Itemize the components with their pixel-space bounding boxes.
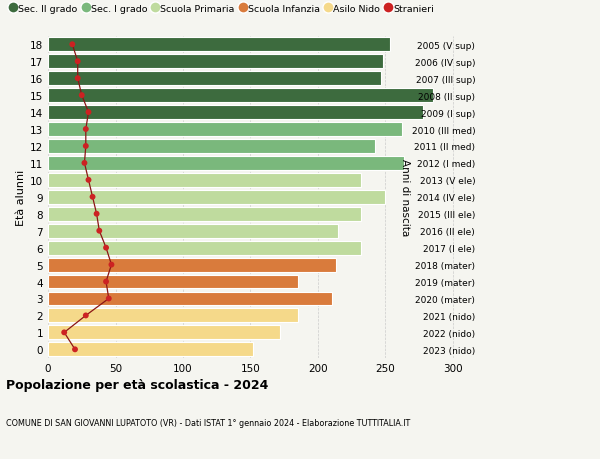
Point	[92, 211, 101, 218]
Bar	[48, 89, 433, 103]
Bar	[48, 106, 424, 120]
Point	[101, 278, 111, 285]
Point	[101, 245, 111, 252]
Bar	[48, 292, 331, 306]
Point	[70, 346, 80, 353]
Y-axis label: Anni di nascita: Anni di nascita	[400, 159, 410, 236]
Bar	[48, 190, 385, 204]
Bar	[48, 241, 361, 255]
Bar	[48, 258, 335, 272]
Point	[81, 126, 91, 134]
Bar	[48, 275, 298, 289]
Bar	[48, 207, 361, 221]
Point	[80, 160, 89, 167]
Point	[107, 261, 116, 269]
Bar	[48, 55, 383, 69]
Bar	[48, 309, 298, 323]
Text: COMUNE DI SAN GIOVANNI LUPATOTO (VR) - Dati ISTAT 1° gennaio 2024 - Elaborazione: COMUNE DI SAN GIOVANNI LUPATOTO (VR) - D…	[6, 418, 410, 427]
Point	[88, 194, 97, 201]
Point	[73, 58, 82, 66]
Bar	[48, 174, 361, 187]
Point	[104, 295, 113, 302]
Point	[59, 329, 69, 336]
Point	[73, 75, 82, 83]
Point	[84, 177, 94, 184]
Bar	[48, 123, 402, 137]
Bar	[48, 224, 338, 238]
Bar	[48, 72, 382, 86]
Bar	[48, 38, 389, 52]
Text: Popolazione per età scolastica - 2024: Popolazione per età scolastica - 2024	[6, 379, 268, 392]
Legend: Sec. II grado, Sec. I grado, Scuola Primaria, Scuola Infanzia, Asilo Nido, Stran: Sec. II grado, Sec. I grado, Scuola Prim…	[11, 5, 434, 14]
Point	[84, 109, 94, 117]
Point	[81, 312, 91, 319]
Y-axis label: Età alunni: Età alunni	[16, 169, 26, 225]
Bar	[48, 157, 404, 170]
Bar	[48, 140, 374, 154]
Bar	[48, 342, 253, 357]
Point	[95, 228, 104, 235]
Point	[68, 41, 77, 49]
Bar	[48, 326, 280, 340]
Point	[77, 92, 86, 100]
Point	[81, 143, 91, 150]
